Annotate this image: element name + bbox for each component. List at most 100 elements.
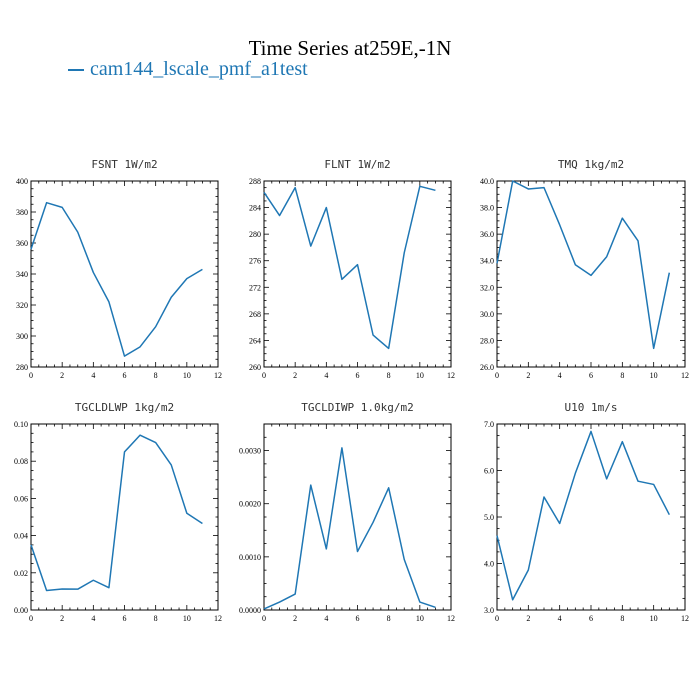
panel-title: TGCLDIWP 1.0kg/m2	[301, 401, 414, 414]
x-tick-label: 4	[91, 371, 95, 380]
y-tick-label: 280	[16, 363, 28, 372]
x-tick-label: 8	[154, 614, 158, 623]
y-tick-label: 7.0	[484, 420, 494, 429]
x-tick-label: 6	[356, 614, 360, 623]
x-tick-label: 0	[262, 614, 266, 623]
y-tick-label: 3.0	[484, 606, 494, 615]
panel-title: FLNT 1W/m2	[324, 158, 390, 171]
x-tick-label: 6	[356, 371, 360, 380]
x-tick-label: 4	[558, 614, 562, 623]
y-tick-label: 34.0	[480, 257, 494, 266]
panel-title: U10 1m/s	[565, 401, 618, 414]
chart-panel: FLNT 1W/m2 0 2 4 6 8 10 12 260 264 268 272 276 280 284…	[249, 158, 455, 380]
panel-title: TGCLDLWP 1kg/m2	[75, 401, 174, 414]
plot-frame	[263, 180, 452, 368]
x-tick-label: 10	[416, 614, 424, 623]
chart-panel: FSNT 1W/m2 0 2 4 6 8 10 12 280 300 320 340 360 380 400	[16, 158, 222, 380]
plot-frame	[263, 423, 452, 611]
x-tick-label: 2	[293, 614, 297, 623]
series-line	[263, 185, 436, 350]
x-tick-label: 10	[416, 371, 424, 380]
x-tick-label: 2	[526, 614, 530, 623]
y-tick-label: 30.0	[480, 310, 494, 319]
x-tick-label: 4	[324, 614, 328, 623]
x-tick-label: 12	[214, 371, 222, 380]
chart-panel: U10 1m/s 0 2 4 6 8 10 12 3.0 4.0 5.0 6.0 7.0	[484, 401, 689, 623]
x-tick-label: 12	[214, 614, 222, 623]
x-tick-label: 2	[60, 371, 64, 380]
x-tick-label: 0	[262, 371, 266, 380]
x-tick-label: 12	[447, 614, 455, 623]
y-tick-label: 300	[16, 332, 28, 341]
plot-frame	[496, 180, 686, 368]
y-tick-label: 340	[16, 270, 28, 279]
y-tick-label: 320	[16, 301, 28, 310]
y-tick-label: 380	[16, 208, 28, 217]
x-tick-label: 4	[91, 614, 95, 623]
y-tick-label: 400	[16, 177, 28, 186]
x-tick-label: 0	[29, 614, 33, 623]
y-tick-label: 40.0	[480, 177, 494, 186]
y-tick-label: 280	[249, 230, 261, 239]
legend-label: cam144_lscale_pmf_a1test	[90, 58, 308, 80]
y-tick-label: 28.0	[480, 336, 494, 345]
y-tick-label: 36.0	[480, 230, 494, 239]
y-tick-label: 38.0	[480, 204, 494, 213]
x-tick-label: 2	[60, 614, 64, 623]
chart-panel: TMQ 1kg/m2 0 2 4 6 8 10 12 26.0 28.0 30.0 32.0 34.0 3…	[480, 158, 689, 380]
x-tick-label: 6	[589, 614, 593, 623]
y-tick-label: 0.00	[14, 606, 28, 615]
x-tick-label: 2	[293, 371, 297, 380]
plot-frame	[496, 423, 686, 611]
y-tick-label: 276	[249, 257, 261, 266]
x-tick-label: 6	[123, 614, 127, 623]
y-tick-label: 260	[249, 363, 261, 372]
x-tick-label: 8	[620, 614, 624, 623]
y-tick-label: 272	[249, 283, 261, 292]
x-tick-label: 2	[526, 371, 530, 380]
y-tick-label: 360	[16, 239, 28, 248]
y-tick-label: 26.0	[480, 363, 494, 372]
series-line	[496, 430, 670, 601]
y-tick-label: 0.0000	[239, 606, 261, 615]
x-tick-label: 0	[29, 371, 33, 380]
series-line	[263, 447, 436, 610]
x-tick-label: 12	[447, 371, 455, 380]
y-tick-label: 0.04	[14, 532, 28, 541]
chart-panel: TGCLDLWP 1kg/m2 0 2 4 6 8 10 12 0.00 0.02 0.04 0.06…	[14, 401, 222, 623]
x-tick-label: 10	[650, 614, 658, 623]
series-line	[30, 434, 203, 592]
x-tick-label: 0	[495, 614, 499, 623]
x-tick-label: 8	[620, 371, 624, 380]
x-tick-label: 6	[123, 371, 127, 380]
figure-title: Time Series at259E,-1N	[248, 36, 452, 60]
x-tick-label: 6	[589, 371, 593, 380]
y-tick-label: 0.02	[14, 569, 28, 578]
y-tick-label: 32.0	[480, 283, 494, 292]
y-tick-label: 4.0	[484, 560, 494, 569]
y-tick-label: 268	[249, 310, 261, 319]
x-tick-label: 4	[558, 371, 562, 380]
x-tick-label: 8	[387, 614, 391, 623]
y-tick-label: 0.10	[14, 420, 28, 429]
x-tick-label: 12	[681, 614, 689, 623]
y-tick-label: 264	[249, 336, 261, 345]
y-tick-label: 0.08	[14, 457, 28, 466]
chart-panel: TGCLDIWP 1.0kg/m2 0 2 4 6 8 10 12 0.0000 0.0010 0.…	[239, 401, 455, 623]
panel-title: TMQ 1kg/m2	[558, 158, 624, 171]
x-tick-label: 8	[387, 371, 391, 380]
y-tick-label: 5.0	[484, 513, 494, 522]
series-line	[496, 180, 671, 350]
y-tick-label: 0.06	[14, 494, 28, 503]
plot-frame	[30, 180, 219, 368]
x-tick-label: 10	[650, 371, 658, 380]
y-tick-label: 0.0030	[239, 447, 261, 456]
x-tick-label: 8	[154, 371, 158, 380]
x-tick-label: 10	[183, 614, 191, 623]
x-tick-label: 12	[681, 371, 689, 380]
y-tick-label: 6.0	[484, 467, 494, 476]
legend: cam144_lscale_pmf_a1test	[68, 58, 308, 81]
x-tick-label: 0	[495, 371, 499, 380]
y-tick-label: 284	[249, 204, 261, 213]
